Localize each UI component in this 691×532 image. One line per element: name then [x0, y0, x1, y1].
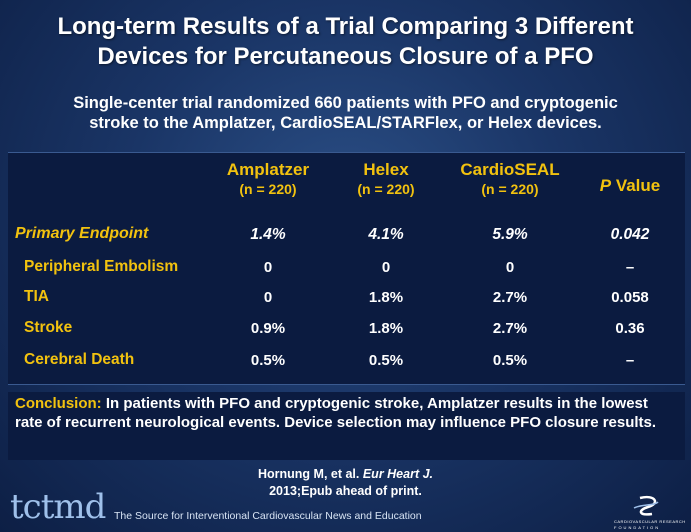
column-header-n: (n = 220)	[357, 181, 415, 197]
row-label-stroke: Stroke	[24, 319, 73, 336]
slide-title-line1: Long-term Results of a Trial Comparing 3…	[57, 13, 634, 40]
cell-cardioseal: 2.7%	[492, 289, 528, 306]
crf-logo-icon	[633, 495, 659, 516]
column-header-name: Helex	[363, 160, 409, 179]
cell-p-value: 0.36	[615, 320, 645, 337]
cell-p-value: 0.042	[610, 226, 650, 243]
cell-cardioseal: 2.7%	[492, 320, 528, 337]
slide-subtitle-line2: stroke to the Amplatzer, CardioSEAL/STAR…	[89, 114, 602, 132]
cell-amplatzer: 0.9%	[250, 320, 286, 337]
citation-details: 2013;Epub ahead of print.	[269, 484, 422, 498]
column-header-name: CardioSEAL	[460, 160, 560, 179]
cell-helex: 4.1%	[368, 226, 404, 243]
column-header-n: (n = 220)	[239, 181, 297, 197]
row-label-cerebral-death: Cerebral Death	[24, 351, 135, 368]
cell-helex: 1.8%	[368, 289, 404, 306]
cell-helex: 1.8%	[368, 320, 404, 337]
slide-subtitle: Single-center trial randomized 660 patie…	[0, 93, 691, 133]
column-header-helex: Helex (n = 220)	[328, 160, 444, 198]
slide-subtitle-line1: Single-center trial randomized 660 patie…	[73, 94, 618, 112]
cell-cardioseal: 0.5%	[492, 352, 528, 369]
cell-amplatzer: 0	[263, 259, 273, 276]
conclusion-text: In patients with PFO and cryptogenic str…	[15, 395, 657, 431]
crf-logo-line2: FOUNDATION	[614, 525, 661, 530]
citation-journal: Eur Heart J.	[362, 467, 434, 481]
row-label-primary-endpoint: Primary Endpoint	[15, 225, 149, 242]
column-header-n: (n = 220)	[481, 181, 539, 197]
slide-title: Long-term Results of a Trial Comparing 3…	[0, 12, 691, 72]
cell-p-value: –	[625, 259, 635, 276]
cell-amplatzer: 1.4%	[250, 226, 286, 243]
row-label-tia: TIA	[24, 288, 49, 305]
column-header-cardioseal: CardioSEAL (n = 220)	[448, 160, 572, 198]
citation-authors: Hornung M, et al.	[257, 467, 363, 481]
p-header-rest: Value	[611, 176, 661, 195]
results-table	[8, 152, 685, 385]
tctmd-logo: tctmd	[10, 487, 106, 527]
cell-helex: 0	[381, 259, 391, 276]
citation: Hornung M, et al. Eur Heart J. 2013;Epub…	[0, 466, 691, 500]
p-header-italic: P	[599, 176, 612, 195]
footer-tagline: The Source for Interventional Cardiovasc…	[114, 510, 422, 522]
crf-logo-line1: CARDIOVASCULAR RESEARCH	[614, 519, 686, 524]
column-header-name: Amplatzer	[226, 160, 310, 179]
row-label-peripheral-embolism: Peripheral Embolism	[24, 258, 179, 275]
cell-p-value: 0.058	[611, 289, 649, 306]
conclusion-lead: Conclusion:	[15, 395, 102, 412]
cell-amplatzer: 0	[263, 289, 273, 306]
slide-title-line2: Devices for Percutaneous Closure of a PF…	[97, 43, 594, 70]
cell-cardioseal: 0	[505, 259, 515, 276]
column-header-p-value: P Value	[575, 176, 685, 196]
conclusion-box: Conclusion: In patients with PFO and cry…	[8, 392, 685, 460]
column-header-amplatzer: Amplatzer (n = 220)	[210, 160, 326, 198]
cell-amplatzer: 0.5%	[250, 352, 286, 369]
cell-p-value: –	[625, 352, 635, 369]
cell-helex: 0.5%	[368, 352, 404, 369]
cell-cardioseal: 5.9%	[492, 226, 528, 243]
